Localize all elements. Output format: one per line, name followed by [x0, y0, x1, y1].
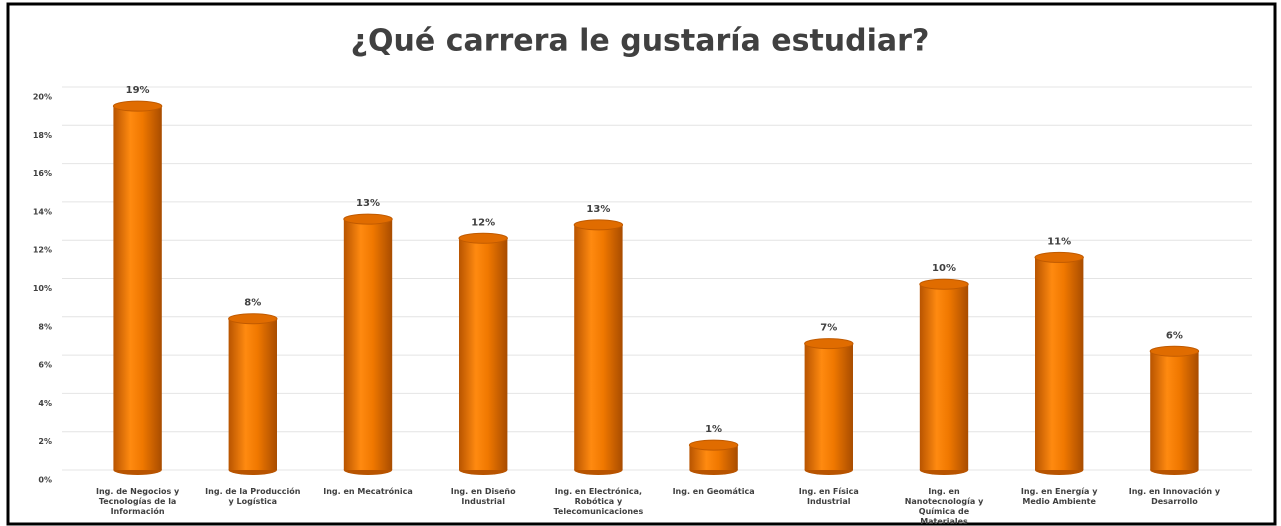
x-tick-label: Ing. en Física Industrial [798, 487, 859, 506]
value-label: 11% [1047, 236, 1071, 247]
y-tick-label: 8% [38, 322, 52, 331]
x-tick-label: Ing. en Mecatrónica [323, 487, 413, 496]
x-tick-label: Ing. de Negocios y Tecnologías de la Inf… [95, 487, 180, 516]
bar-top [688, 439, 739, 451]
bar [113, 106, 162, 471]
y-tick-label: 14% [33, 207, 52, 216]
bar [804, 343, 853, 470]
x-tick-label: Ing. en Innovación y Desarrollo [1128, 487, 1221, 506]
bar [919, 284, 969, 470]
y-tick-label: 0% [38, 476, 52, 485]
bar-top [343, 213, 393, 225]
value-label: 10% [932, 263, 956, 274]
bar [459, 238, 508, 470]
value-label: 19% [126, 85, 150, 96]
y-tick-label: 20% [33, 93, 52, 102]
x-tick-label: Ing. de la Producción y Logística [205, 487, 301, 506]
bar [1150, 351, 1199, 470]
y-tick-label: 18% [33, 131, 52, 140]
bar [574, 224, 623, 470]
x-tick-label: Ing. en Geomática [672, 487, 755, 496]
chart-title: ¿Qué carrera le gustaría estudiar? [351, 24, 930, 59]
y-tick-label: 12% [33, 246, 52, 255]
bar-top [458, 232, 508, 244]
value-label: 12% [471, 217, 495, 228]
bar [228, 318, 277, 470]
bar [343, 219, 393, 470]
x-tick-label: Ing. en Nanotecnología y Química de Mate… [904, 487, 984, 526]
x-tick-label: Ing. en Diseño Industrial [450, 487, 516, 506]
value-label: 13% [356, 198, 380, 209]
bar-top [1149, 345, 1200, 357]
y-tick-label: 10% [33, 284, 52, 293]
bar-top [804, 338, 854, 350]
bar-top [112, 100, 163, 112]
bar-top [919, 278, 969, 290]
x-tick-label: Ing. en Electrónica, Robótica y Telecomu… [553, 487, 644, 516]
bar [1035, 257, 1084, 470]
y-tick-label: 4% [38, 399, 52, 408]
bar-top [228, 313, 278, 325]
y-tick-label: 2% [38, 437, 52, 446]
value-label: 13% [586, 204, 610, 215]
frame [6, 2, 1277, 526]
y-tick-label: 6% [38, 361, 52, 370]
y-tick-label: 16% [33, 169, 52, 178]
value-label: 1% [705, 424, 722, 435]
value-label: 6% [1166, 330, 1183, 341]
x-tick-label: Ing. en Energía y Medio Ambiente [1020, 487, 1098, 506]
value-label: 8% [244, 298, 261, 309]
value-label: 7% [820, 323, 837, 334]
bar-top [573, 219, 624, 231]
bar-top [1034, 251, 1084, 263]
